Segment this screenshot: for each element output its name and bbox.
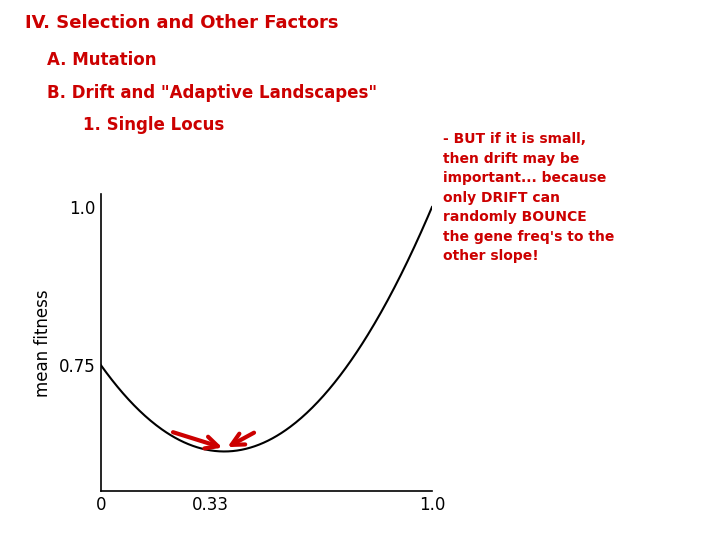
Text: A. Mutation: A. Mutation [47, 51, 156, 69]
Y-axis label: mean fitness: mean fitness [35, 289, 53, 397]
Text: IV. Selection and Other Factors: IV. Selection and Other Factors [25, 14, 338, 31]
Text: - BUT if it is small,
then drift may be
important... because
only DRIFT can
rand: - BUT if it is small, then drift may be … [443, 132, 614, 264]
Text: B. Drift and "Adaptive Landscapes": B. Drift and "Adaptive Landscapes" [47, 84, 377, 102]
Text: 1. Single Locus: 1. Single Locus [83, 116, 224, 134]
